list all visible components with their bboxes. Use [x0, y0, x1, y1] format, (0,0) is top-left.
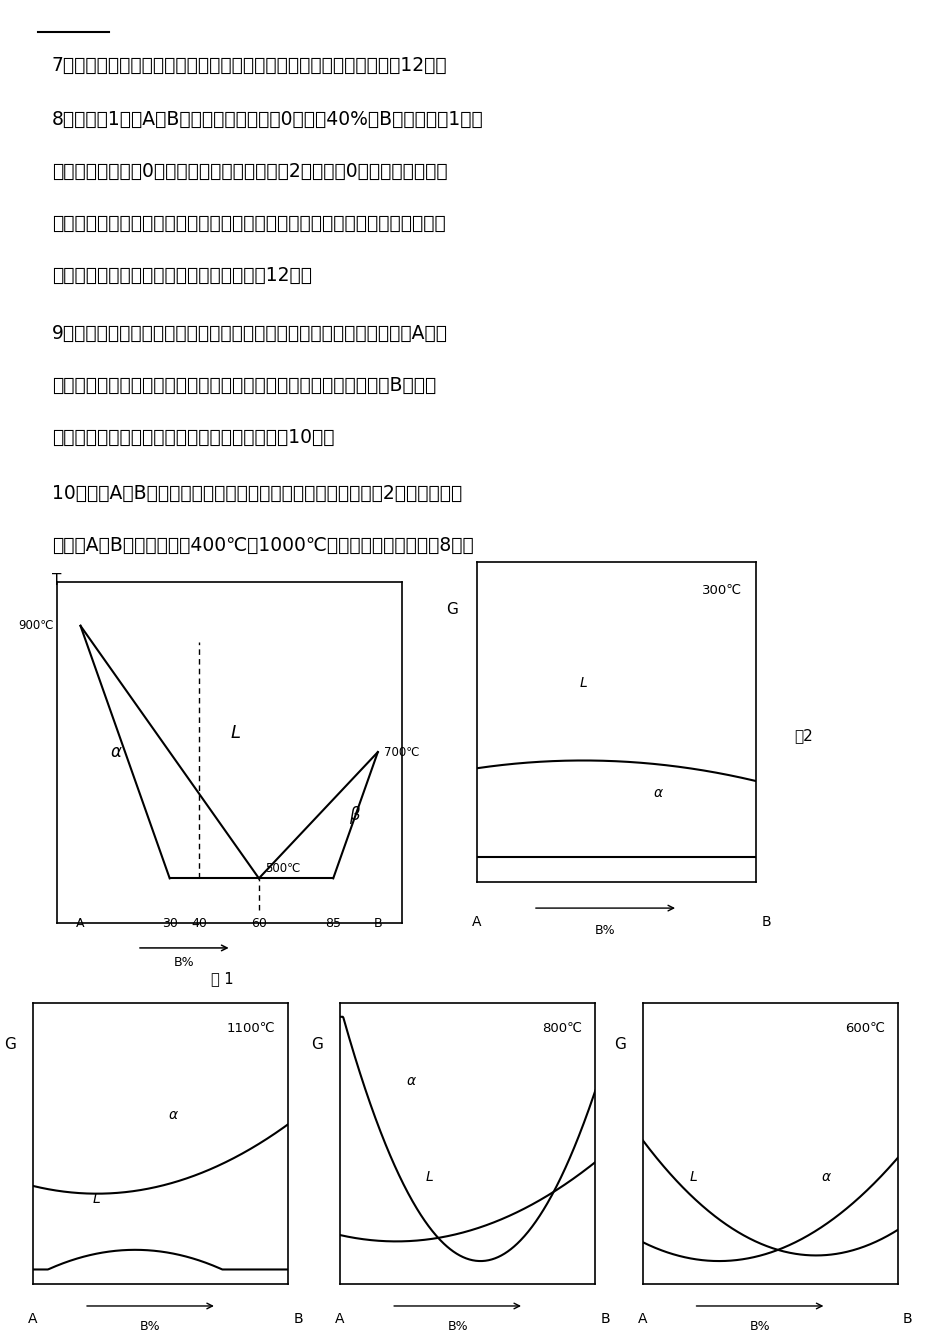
Text: 900℃: 900℃	[18, 619, 54, 632]
Text: 300℃: 300℃	[701, 584, 741, 598]
Text: L: L	[230, 725, 240, 742]
Text: 图2: 图2	[793, 727, 812, 743]
Text: α: α	[653, 786, 663, 800]
Text: 10、已知A－B二元合金在不同温度的成分－自由能曲线如图（2）所示，其中: 10、已知A－B二元合金在不同温度的成分－自由能曲线如图（2）所示，其中	[52, 484, 462, 503]
Text: T: T	[52, 574, 61, 588]
Text: B%: B%	[595, 924, 615, 937]
Text: 组织变化的角度来分析力学性能变化的规律。（10分）: 组织变化的角度来分析力学性能变化的规律。（10分）	[52, 428, 334, 447]
Text: B: B	[293, 1312, 303, 1325]
Text: 40: 40	[192, 917, 207, 931]
Text: 60: 60	[251, 917, 266, 931]
Text: L: L	[93, 1193, 101, 1206]
Text: B%: B%	[447, 1320, 467, 1333]
Text: G: G	[613, 1038, 625, 1052]
Text: 描述碳钢的室温平衡组织和室温力学性能随含碳量变化的变化规律；B）请从: 描述碳钢的室温平衡组织和室温力学性能随含碳量变化的变化规律；B）请从	[52, 376, 436, 394]
Text: A: A	[335, 1312, 345, 1325]
Text: L: L	[425, 1170, 433, 1183]
Text: 85: 85	[325, 917, 341, 931]
Text: A: A	[471, 915, 480, 928]
Text: 图 1: 图 1	[211, 971, 233, 985]
Text: L: L	[689, 1170, 697, 1183]
Text: 30: 30	[161, 917, 177, 931]
Text: G: G	[4, 1038, 16, 1052]
Text: B: B	[373, 917, 381, 931]
Text: α: α	[407, 1075, 415, 1088]
Text: 9、随碳钢含碳量的不同，其室温平衡组织和室温力学性能将发生变化，A）请: 9、随碳钢含碳量的不同，其室温平衡组织和室温力学性能将发生变化，A）请	[52, 324, 447, 342]
Text: α: α	[821, 1170, 830, 1183]
Text: 500℃: 500℃	[264, 862, 300, 876]
Text: A: A	[76, 917, 85, 931]
Text: A: A	[28, 1312, 38, 1325]
Text: 700℃: 700℃	[383, 746, 419, 758]
Text: α: α	[110, 743, 122, 761]
Text: B%: B%	[749, 1320, 769, 1333]
Text: B%: B%	[174, 956, 194, 969]
Text: 1100℃: 1100℃	[227, 1023, 276, 1035]
Text: 计算凝固后合金中共晶体所占的相对量。（12分）: 计算凝固后合金中共晶体所占的相对量。（12分）	[52, 266, 312, 285]
Text: B: B	[902, 1312, 912, 1325]
Text: A: A	[637, 1312, 647, 1325]
Text: 800℃: 800℃	[542, 1023, 582, 1035]
Text: B: B	[599, 1312, 610, 1325]
Text: G: G	[446, 602, 458, 618]
Text: 7、用位错理论解释：滑移现象；固溶强化；细晶强化；加工硬化。（12分）: 7、用位错理论解释：滑移现象；固溶强化；细晶强化；加工硬化。（12分）	[52, 56, 447, 75]
Text: G: G	[311, 1038, 323, 1052]
Text: B: B	[761, 915, 770, 928]
Text: 600℃: 600℃	[844, 1023, 884, 1035]
Text: B%: B%	[140, 1320, 160, 1333]
Text: α: α	[169, 1108, 177, 1122]
Text: 8、如图（1）是A－B二元共晶相图，合金0中含有40%的B，要求：（1）计: 8、如图（1）是A－B二元共晶相图，合金0中含有40%的B，要求：（1）计	[52, 110, 483, 128]
Text: L: L	[579, 677, 586, 690]
Text: 长试棒形式从一端开始凝固，凝固过程中固－液界面保持平直，液相完全混合，: 长试棒形式从一端开始凝固，凝固过程中固－液界面保持平直，液相完全混合，	[52, 214, 446, 233]
Text: β: β	[348, 806, 359, 824]
Text: 算平衡凝固后合金0中共晶体所占的相对量。（2）若合金0是不平衡凝固，以: 算平衡凝固后合金0中共晶体所占的相对量。（2）若合金0是不平衡凝固，以	[52, 162, 447, 180]
Text: 纯组元A和B的熳点分别为400℃和1000℃，请依此绘出相图。（8分）: 纯组元A和B的熳点分别为400℃和1000℃，请依此绘出相图。（8分）	[52, 536, 473, 555]
